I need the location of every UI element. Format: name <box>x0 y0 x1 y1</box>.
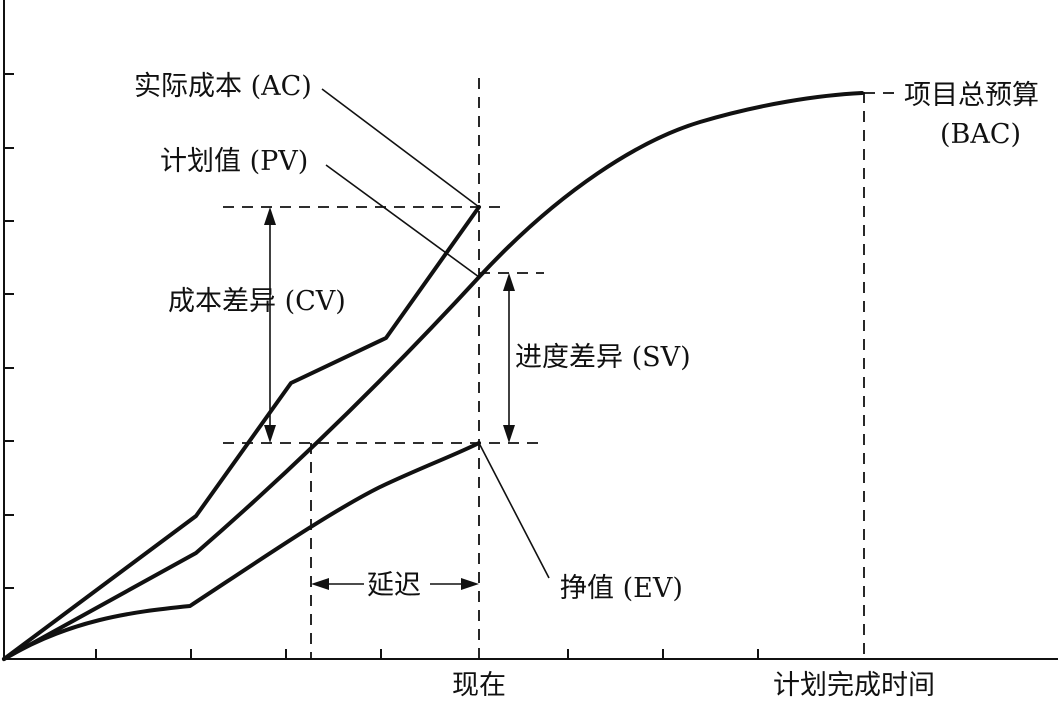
ev-leader-line <box>478 442 550 579</box>
now-label: 现在 <box>452 670 506 701</box>
planned-finish-label: 计划完成时间 <box>773 670 935 701</box>
x-axis-ticks <box>95 649 759 659</box>
ac-leader-line <box>321 88 480 208</box>
pv-leader-line <box>325 164 480 278</box>
ev-label: 挣值 (EV) <box>560 573 683 604</box>
delay-double-arrow <box>311 578 479 590</box>
ac-label: 实际成本 (AC) <box>134 71 312 102</box>
sv-double-arrow <box>503 273 515 443</box>
ev-curve <box>2 441 481 661</box>
delay-label: 延迟 <box>367 570 421 601</box>
ac-curve <box>2 205 481 661</box>
y-axis-ticks <box>4 73 14 589</box>
sv-label: 进度差异 (SV) <box>515 342 691 373</box>
pv-curve <box>2 91 864 661</box>
cv-double-arrow <box>264 207 276 443</box>
pv-label: 计划值 (PV) <box>160 146 308 177</box>
bac-label-line2: (BAC) <box>940 119 1021 150</box>
bac-label-line1: 项目总预算 <box>904 80 1039 111</box>
cv-label: 成本差异 (CV) <box>168 286 346 317</box>
